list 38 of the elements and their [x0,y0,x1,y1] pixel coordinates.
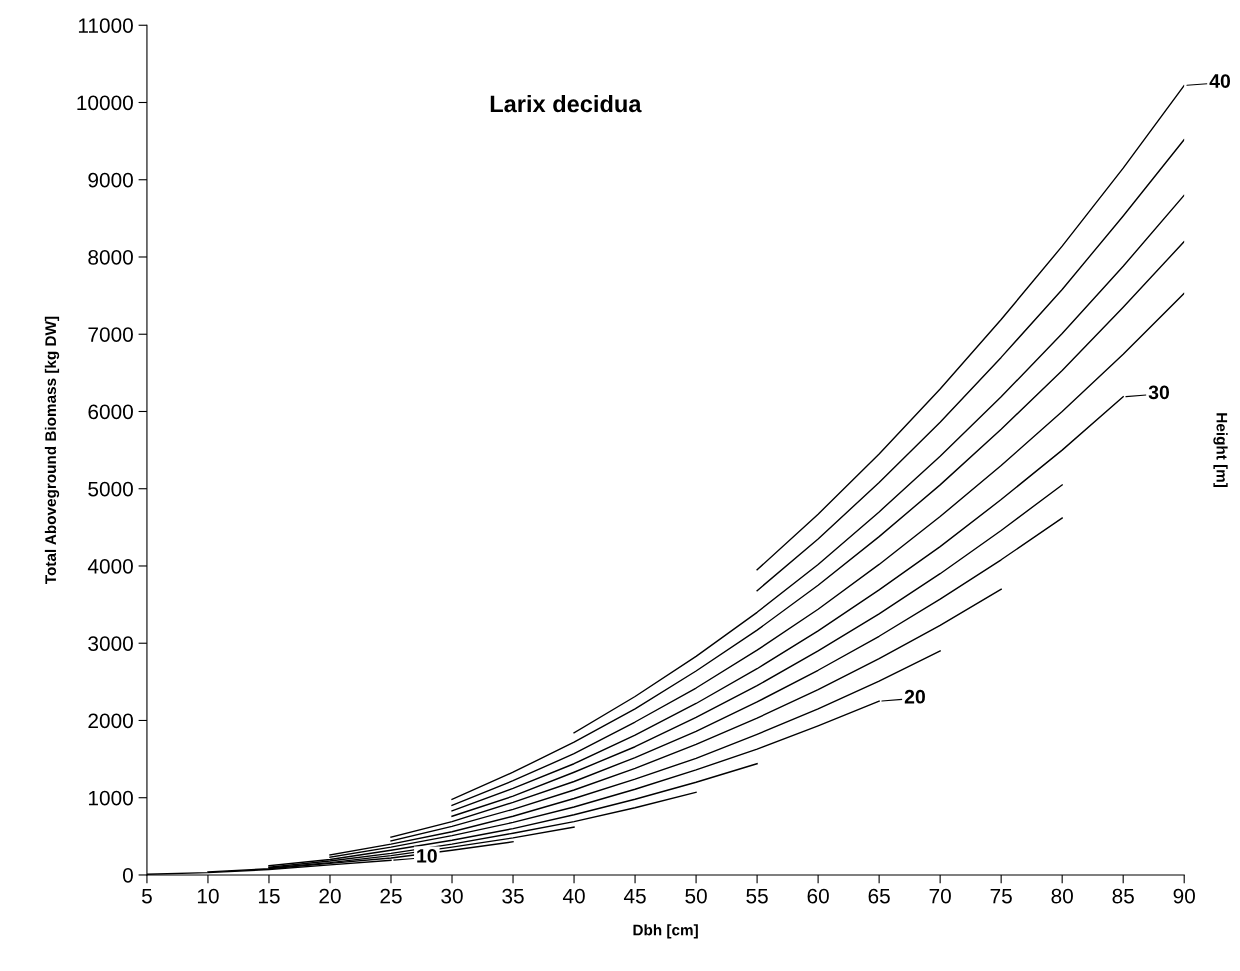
x-tick-label: 55 [746,888,768,904]
x-tick-label: 5 [141,888,152,904]
x-tick-label: 90 [1173,888,1195,904]
x-tick-label: 75 [990,888,1012,904]
x-tick-label: 85 [1112,888,1134,904]
y-tick-label: 2000 [88,713,133,729]
x-axis-title: Dbh [cm] [633,924,698,939]
y-tick-label: 7000 [88,327,133,342]
x-tick-label: 45 [623,888,646,904]
annotation: 20 [904,689,925,704]
y-tick-label: 10000 [77,95,133,111]
y-tick-label: 5000 [88,481,133,497]
y-tick-label: 1000 [88,790,133,806]
annotation: 40 [1209,74,1231,88]
x-tick-label: 80 [1051,888,1073,904]
y-tick-label: 8000 [88,249,133,265]
x-tick-label: 30 [441,888,463,904]
y2-axis-title: Height [m] [1213,413,1228,488]
y-tick-label: 6000 [88,404,133,420]
y-tick-label: 3000 [88,636,133,651]
x-tick-label: 20 [319,888,341,904]
x-tick-label: 70 [929,888,951,904]
annotation: 10 [417,848,437,863]
x-tick-label: 65 [868,888,890,904]
y-tick-label: 11000 [78,18,133,33]
annotation: 30 [1148,385,1170,400]
x-tick-label: 25 [380,888,402,904]
y-axis-title: Total Aboveground Biomass [kg DW] [44,316,60,585]
y-tick-label: 4000 [87,558,133,574]
x-tick-label: 50 [685,888,707,904]
text: Larix decidua [490,94,642,113]
x-tick-label: 15 [258,888,280,904]
y-tick-label: 0 [122,867,133,883]
x-tick-label: 40 [562,888,585,904]
x-tick-label: 35 [502,888,524,904]
x-tick-label: 60 [807,888,829,904]
y-tick-label: 9000 [88,172,133,188]
x-tick-label: 10 [197,888,219,904]
